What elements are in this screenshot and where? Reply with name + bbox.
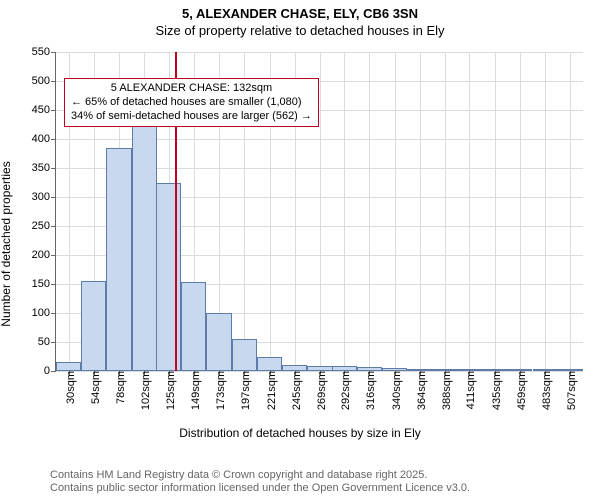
histogram-bar (106, 148, 131, 371)
histogram-bar (181, 282, 206, 371)
ytick-label: 400 (32, 133, 56, 145)
footer-line-1: Contains HM Land Registry data © Crown c… (50, 469, 470, 483)
xtick-label: 173sqm (211, 371, 227, 410)
histogram-bar (81, 281, 106, 371)
annotation-line-3: 34% of semi-detached houses are larger (… (71, 110, 312, 124)
page-subtitle: Size of property relative to detached ho… (0, 23, 600, 40)
ytick-label: 500 (32, 75, 56, 87)
xtick-label: 483sqm (537, 371, 553, 410)
page-title: 5, ALEXANDER CHASE, ELY, CB6 3SN (0, 0, 600, 23)
xtick-label: 411sqm (461, 371, 477, 409)
gridline-v (369, 52, 370, 371)
histogram-bar (533, 369, 558, 371)
histogram-bar (433, 369, 458, 371)
xtick-label: 507sqm (562, 371, 578, 410)
xtick-label: 388sqm (437, 371, 453, 410)
histogram-bar (457, 369, 482, 371)
xtick-label: 364sqm (412, 371, 428, 410)
histogram-bar (482, 369, 507, 371)
xtick-label: 30sqm (61, 371, 77, 404)
xtick-label: 197sqm (236, 371, 252, 410)
histogram-bar (257, 357, 282, 372)
xtick-label: 269sqm (312, 371, 328, 410)
gridline-v (495, 52, 496, 371)
gridline-v (520, 52, 521, 371)
gridline-v (420, 52, 421, 371)
xtick-label: 459sqm (512, 371, 528, 410)
gridline-v (395, 52, 396, 371)
x-axis-label: Distribution of detached houses by size … (179, 426, 420, 440)
xtick-label: 221sqm (262, 371, 278, 410)
histogram-bar (232, 339, 257, 371)
histogram-bar (507, 369, 532, 371)
histogram-bar (558, 369, 583, 371)
ytick-label: 300 (32, 191, 56, 203)
xtick-label: 78sqm (111, 371, 127, 404)
histogram-bar (156, 183, 181, 372)
xtick-label: 435sqm (487, 371, 503, 410)
histogram-bar (332, 366, 357, 371)
y-axis-label: Number of detached properties (0, 161, 13, 326)
attribution-footer: Contains HM Land Registry data © Crown c… (50, 469, 470, 497)
xtick-label: 245sqm (287, 371, 303, 410)
histogram-bar (56, 362, 81, 371)
ytick-label: 250 (32, 220, 56, 232)
gridline-v (320, 52, 321, 371)
histogram-bar (307, 366, 332, 371)
histogram-bar (206, 313, 231, 371)
xtick-label: 149sqm (186, 371, 202, 410)
ytick-label: 550 (32, 46, 56, 58)
histogram-bar (132, 125, 157, 372)
annotation-box: 5 ALEXANDER CHASE: 132sqm← 65% of detach… (64, 78, 319, 127)
chart-area: Number of detached properties 0501001502… (0, 44, 600, 444)
ytick-label: 50 (38, 336, 56, 348)
histogram-bar (382, 368, 407, 371)
plot-region: 05010015020025030035040045050055030sqm54… (55, 52, 583, 372)
ytick-label: 0 (44, 365, 56, 377)
xtick-label: 54sqm (86, 371, 102, 404)
xtick-label: 125sqm (161, 371, 177, 410)
histogram-bar (407, 369, 432, 371)
xtick-label: 316sqm (361, 371, 377, 410)
annotation-line-2: ← 65% of detached houses are smaller (1,… (71, 96, 312, 110)
ytick-label: 100 (32, 307, 56, 319)
histogram-bar (282, 365, 307, 371)
gridline-v (445, 52, 446, 371)
gridline-v (570, 52, 571, 371)
footer-line-2: Contains public sector information licen… (50, 482, 470, 496)
gridline-v (344, 52, 345, 371)
annotation-line-1: 5 ALEXANDER CHASE: 132sqm (71, 82, 312, 96)
ytick-label: 200 (32, 249, 56, 261)
gridline-v (469, 52, 470, 371)
histogram-bar (357, 367, 382, 371)
gridline-v (545, 52, 546, 371)
xtick-label: 102sqm (136, 371, 152, 410)
ytick-label: 350 (32, 162, 56, 174)
ytick-label: 450 (32, 104, 56, 116)
xtick-label: 292sqm (336, 371, 352, 410)
ytick-label: 150 (32, 278, 56, 290)
xtick-label: 340sqm (387, 371, 403, 410)
